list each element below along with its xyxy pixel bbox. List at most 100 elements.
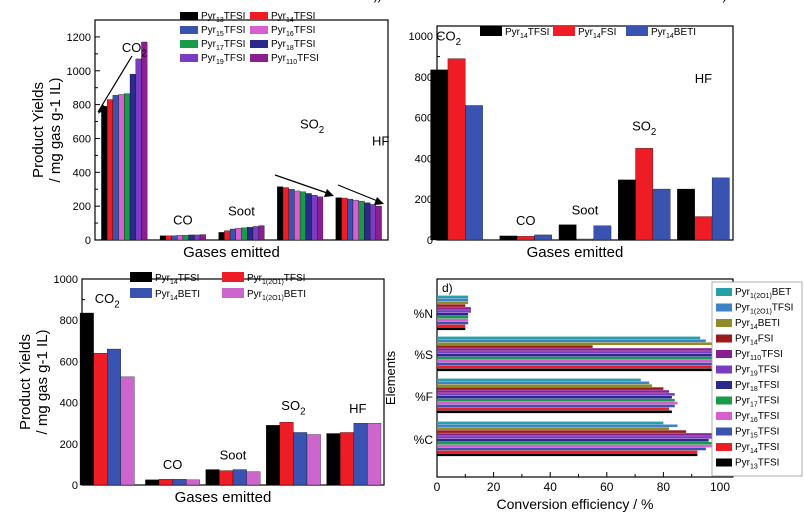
legend-label: Pyr14TFSI [271, 11, 315, 24]
bar [437, 327, 466, 331]
category-label: CO2 [95, 291, 120, 311]
legend-swatch [480, 26, 502, 36]
bar [129, 74, 136, 241]
panel-label: d) [442, 281, 453, 295]
panel-label: b) [715, 0, 727, 3]
bar [326, 433, 341, 486]
bar [159, 235, 166, 241]
bar [118, 94, 125, 241]
legend-swatch [716, 334, 732, 343]
y-category-label: %S [414, 348, 433, 362]
bar [437, 315, 469, 319]
bar [112, 95, 119, 241]
bar [341, 197, 348, 241]
y-axis-title-units: / mg gas g-1 IL) [34, 329, 51, 434]
bar [437, 439, 709, 442]
bar [437, 453, 698, 457]
legend-label: Pyr18TFSI [735, 380, 779, 393]
x-tick-label: 80 [657, 480, 671, 494]
bar [516, 236, 535, 241]
legend-label: Pyr13TFSI [201, 11, 245, 24]
bar [266, 425, 280, 486]
bar [358, 200, 365, 241]
bar [188, 234, 195, 241]
arrow-head [98, 104, 107, 114]
bar [437, 310, 471, 313]
bar [141, 41, 148, 241]
y-tick-label: 1000 [54, 274, 78, 286]
bar [224, 230, 231, 241]
x-axis-title: Gases emitted [175, 489, 272, 506]
y-tick-label: 400 [73, 167, 91, 179]
y-tick-label: 600 [415, 113, 433, 125]
x-tick-label: 0 [434, 480, 441, 494]
bar [447, 58, 466, 241]
bar [437, 398, 675, 402]
legend-swatch [716, 365, 732, 374]
bar [437, 304, 466, 307]
panel-b-chart: 0 200 400 600 800 1000 CO2 CO Soot SO2 HF Gases emi… [409, 0, 734, 261]
legend-swatch [716, 443, 732, 451]
x-tick-label: 20 [487, 480, 501, 494]
bar [437, 313, 469, 316]
legend-swatch [130, 272, 152, 282]
legend-label: Pyr14FSI [578, 27, 616, 40]
bar [635, 148, 654, 241]
bar [618, 179, 636, 241]
bar [218, 232, 225, 241]
panel-c-chart: 0 200 400 600 800 1000 CO2 CO Soot SO2 HF Gases emi… [17, 0, 385, 506]
bar [711, 177, 730, 241]
legend-label: Pyr16TFSI [735, 411, 779, 424]
bar [437, 368, 715, 372]
bar [437, 362, 715, 366]
bar [353, 423, 368, 486]
x-tick-label: 60 [600, 480, 614, 494]
bar [437, 390, 670, 393]
x-tick-label: 40 [544, 480, 558, 494]
bar [241, 227, 248, 241]
category-label: CO2 [436, 29, 461, 49]
bar [437, 404, 675, 408]
bar [247, 227, 254, 241]
bar [437, 410, 672, 414]
y-category-label: %N [414, 307, 433, 321]
bar [437, 301, 469, 304]
bar [437, 318, 469, 322]
legend-swatch [130, 288, 152, 298]
x-axis-title: Gases emitted [527, 244, 624, 261]
legend-label: Pyr14TFSI [505, 27, 549, 40]
bar [171, 235, 178, 241]
category-label: Soot [228, 204, 255, 219]
arrow-line [97, 55, 133, 113]
y-tick-label: 200 [415, 194, 433, 206]
bar [437, 336, 701, 340]
bar [369, 204, 376, 241]
bar [437, 351, 718, 354]
y-axis-title: Elements [383, 350, 398, 405]
y-axis-title: Product Yields [17, 334, 34, 430]
bar [282, 187, 289, 241]
legend-label: Pyr18TFSI [271, 39, 315, 52]
bar [352, 200, 359, 241]
bar [186, 479, 200, 486]
legend-swatch [716, 303, 732, 312]
bar [437, 307, 471, 310]
category-label: Soot [220, 448, 247, 463]
arrow-line [337, 184, 381, 203]
bar [107, 99, 114, 241]
bar [437, 393, 675, 396]
bar [107, 348, 121, 486]
bar [437, 447, 706, 451]
bar [437, 378, 641, 382]
category-label: CO [163, 457, 183, 472]
legend-label: Pyr19TFSI [201, 53, 245, 66]
bar [305, 193, 312, 241]
bar [172, 479, 187, 486]
y-tick-label: 800 [73, 100, 91, 112]
arrow-line [274, 174, 331, 195]
panel-a-chart: 0 200 400 600 800 1000 1200 CO2 CO Soot SO2 HF Gases… [30, 0, 389, 261]
legend-swatch [180, 12, 198, 20]
bar [558, 224, 577, 241]
bar [306, 434, 321, 486]
legend-label: Pyr14FSI [735, 334, 773, 347]
